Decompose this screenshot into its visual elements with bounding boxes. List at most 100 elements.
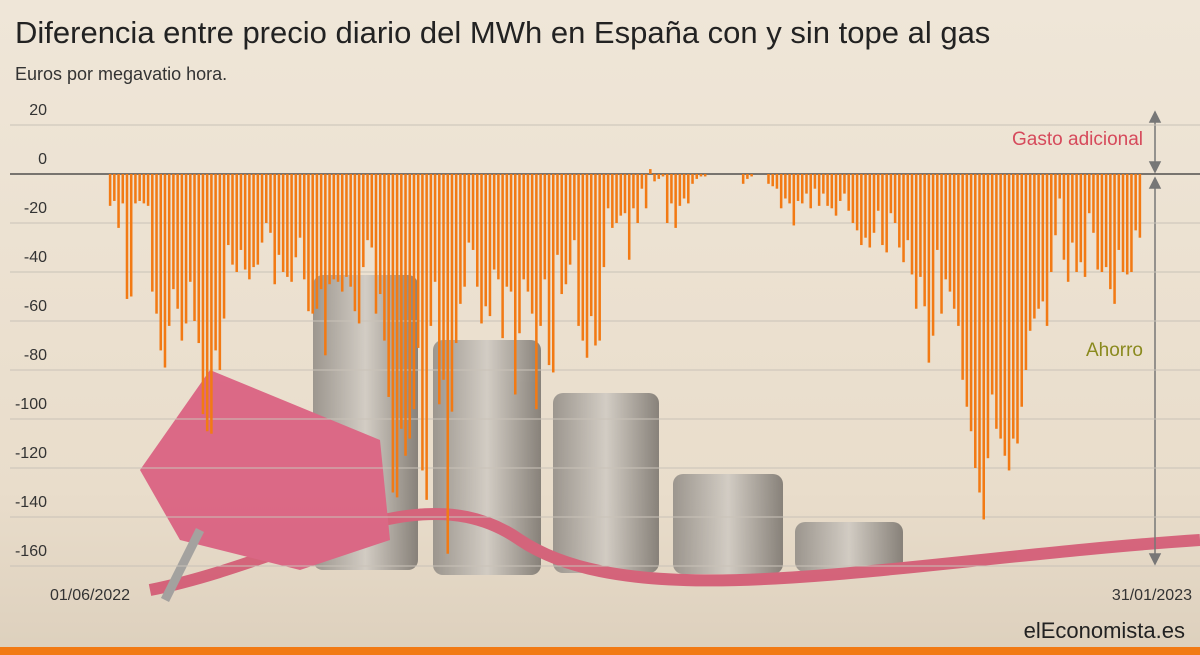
bar xyxy=(539,174,542,326)
bar xyxy=(1058,174,1061,199)
bar xyxy=(1121,174,1125,272)
bar xyxy=(889,174,893,214)
bar xyxy=(404,174,407,456)
bar xyxy=(1079,174,1083,263)
bar xyxy=(231,174,234,265)
bar xyxy=(1041,174,1045,302)
bar xyxy=(155,174,158,314)
bar xyxy=(163,174,167,368)
bar xyxy=(969,174,973,432)
bar xyxy=(1012,174,1015,439)
bar xyxy=(117,174,120,228)
bar xyxy=(788,174,791,204)
bar xyxy=(522,174,525,280)
bar xyxy=(1003,174,1007,456)
bar xyxy=(353,174,357,312)
bar xyxy=(446,174,450,554)
bar xyxy=(362,174,365,268)
bar xyxy=(298,174,302,238)
bar xyxy=(1066,174,1070,282)
bar xyxy=(800,174,804,204)
bar xyxy=(294,174,298,258)
bar xyxy=(952,174,956,309)
bar xyxy=(830,174,834,209)
bar xyxy=(429,174,433,326)
bar xyxy=(927,174,931,363)
bar xyxy=(1134,174,1137,231)
bar xyxy=(222,174,226,319)
y-tick-label: 20 xyxy=(29,102,47,119)
bar xyxy=(661,174,665,177)
bar xyxy=(543,174,547,280)
bar xyxy=(134,174,137,204)
bar xyxy=(1033,174,1036,319)
bar xyxy=(395,174,399,498)
bar xyxy=(269,174,272,233)
annotation: Gasto adicional xyxy=(1012,129,1143,150)
bar xyxy=(1100,174,1104,272)
bar xyxy=(682,174,686,199)
bar xyxy=(948,174,952,292)
bar xyxy=(573,174,576,241)
bar xyxy=(1037,174,1040,309)
bar xyxy=(1062,174,1066,260)
bar xyxy=(184,174,188,324)
bar xyxy=(315,174,319,309)
bar xyxy=(151,174,154,292)
bar xyxy=(484,174,487,307)
bar xyxy=(771,174,774,187)
bar xyxy=(488,174,492,317)
x-tick-label: 01/06/2022 xyxy=(50,587,130,604)
bar xyxy=(218,174,222,370)
bar xyxy=(906,174,910,241)
annotation-arrows xyxy=(1148,110,1162,566)
bar xyxy=(876,174,880,211)
bar xyxy=(767,174,770,184)
y-tick-label: -80 xyxy=(24,347,47,364)
bar xyxy=(796,174,800,201)
bar xyxy=(594,174,597,346)
bar xyxy=(885,174,888,253)
bar xyxy=(834,174,838,216)
y-tick-label: -100 xyxy=(15,396,47,413)
bar xyxy=(467,174,471,243)
bar xyxy=(551,174,555,373)
bar xyxy=(995,174,998,429)
chart-title: Diferencia entre precio diario del MWh e… xyxy=(15,15,990,50)
bar xyxy=(264,174,268,223)
bar xyxy=(1083,174,1087,277)
bar xyxy=(847,174,850,211)
bar xyxy=(653,174,656,182)
bar xyxy=(741,174,745,184)
bar xyxy=(197,174,201,344)
bar xyxy=(492,174,496,270)
bar xyxy=(657,174,661,179)
bar xyxy=(497,174,500,280)
bar xyxy=(345,174,348,277)
bar xyxy=(1045,174,1049,326)
bar xyxy=(556,174,559,255)
bar xyxy=(560,174,563,295)
bar xyxy=(416,174,420,348)
bar xyxy=(986,174,990,459)
bar xyxy=(193,174,196,321)
bar xyxy=(860,174,863,246)
x-tick-label: 31/01/2023 xyxy=(1112,587,1192,604)
bar xyxy=(585,174,589,358)
bar xyxy=(408,174,412,439)
bar xyxy=(838,174,842,201)
bar xyxy=(792,174,796,226)
bar xyxy=(627,174,631,260)
bar xyxy=(201,174,205,415)
bar xyxy=(1109,174,1112,290)
bar xyxy=(636,174,639,223)
bar xyxy=(357,174,361,324)
bar xyxy=(1049,174,1053,272)
bar xyxy=(454,174,458,344)
bar xyxy=(1007,174,1011,471)
bar xyxy=(1020,174,1023,407)
bar xyxy=(893,174,897,223)
bar xyxy=(260,174,264,243)
bar xyxy=(1087,174,1091,214)
bar xyxy=(227,174,230,246)
